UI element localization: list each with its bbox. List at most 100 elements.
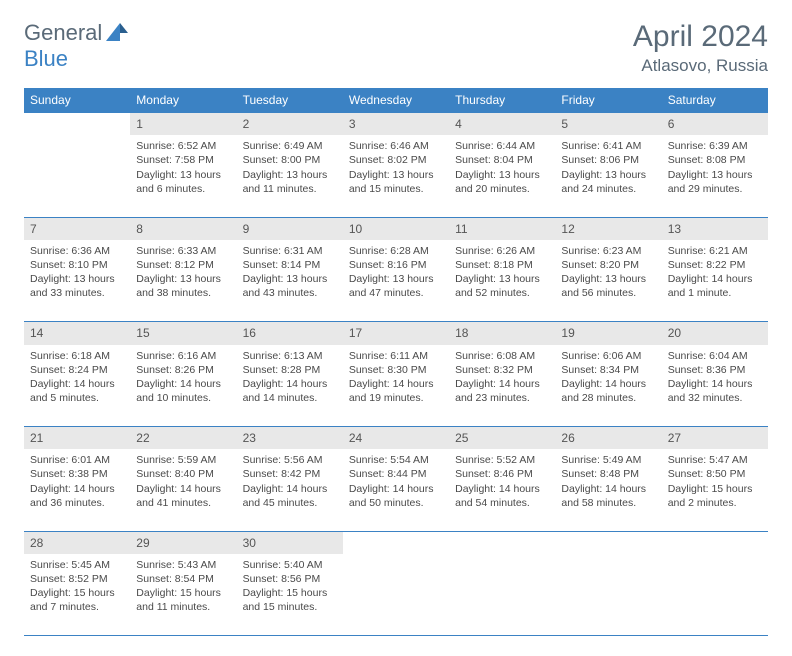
day-number: 6 xyxy=(662,113,768,136)
day-cell xyxy=(343,554,449,636)
day2-text: and 15 minutes. xyxy=(349,182,443,196)
sunset-text: Sunset: 8:04 PM xyxy=(455,153,549,167)
logo: General xyxy=(24,20,130,46)
day-number: 8 xyxy=(130,217,236,240)
day2-text: and 28 minutes. xyxy=(561,391,655,405)
day-number xyxy=(555,531,661,554)
sunset-text: Sunset: 8:38 PM xyxy=(30,467,124,481)
week-row: Sunrise: 6:36 AMSunset: 8:10 PMDaylight:… xyxy=(24,240,768,322)
sunrise-text: Sunrise: 5:56 AM xyxy=(243,453,337,467)
day2-text: and 15 minutes. xyxy=(243,600,337,614)
day-cell: Sunrise: 6:49 AMSunset: 8:00 PMDaylight:… xyxy=(237,135,343,217)
day-number: 22 xyxy=(130,427,236,450)
sunset-text: Sunset: 8:22 PM xyxy=(668,258,762,272)
day-number-row: 282930 xyxy=(24,531,768,554)
day-number: 11 xyxy=(449,217,555,240)
day2-text: and 50 minutes. xyxy=(349,496,443,510)
sunrise-text: Sunrise: 6:39 AM xyxy=(668,139,762,153)
day1-text: Daylight: 15 hours xyxy=(136,586,230,600)
day-cell: Sunrise: 5:40 AMSunset: 8:56 PMDaylight:… xyxy=(237,554,343,636)
sunset-text: Sunset: 8:40 PM xyxy=(136,467,230,481)
sunrise-text: Sunrise: 6:18 AM xyxy=(30,349,124,363)
day-cell: Sunrise: 6:13 AMSunset: 8:28 PMDaylight:… xyxy=(237,345,343,427)
day2-text: and 32 minutes. xyxy=(668,391,762,405)
day1-text: Daylight: 13 hours xyxy=(30,272,124,286)
day2-text: and 5 minutes. xyxy=(30,391,124,405)
day2-text: and 45 minutes. xyxy=(243,496,337,510)
day-cell: Sunrise: 6:16 AMSunset: 8:26 PMDaylight:… xyxy=(130,345,236,427)
week-row: Sunrise: 6:01 AMSunset: 8:38 PM Daylight:… xyxy=(24,449,768,531)
day-cell: Sunrise: 6:52 AMSunset: 7:58 PMDaylight:… xyxy=(130,135,236,217)
day-number: 28 xyxy=(24,531,130,554)
day-cell: Sunrise: 5:45 AMSunset: 8:52 PMDaylight:… xyxy=(24,554,130,636)
header: General April 2024 Atlasovo, Russia xyxy=(24,20,768,76)
logo-text-blue: Blue xyxy=(24,46,68,71)
day-cell: Sunrise: 6:11 AMSunset: 8:30 PMDaylight:… xyxy=(343,345,449,427)
calendar-table: Sunday Monday Tuesday Wednesday Thursday… xyxy=(24,88,768,636)
sunset-text: Sunset: 8:14 PM xyxy=(243,258,337,272)
day2-text: and 47 minutes. xyxy=(349,286,443,300)
sunset-text: Sunset: 8:26 PM xyxy=(136,363,230,377)
day-cell: Sunrise: 6:08 AMSunset: 8:32 PMDaylight:… xyxy=(449,345,555,427)
sunset-text: Sunset: 7:58 PM xyxy=(136,153,230,167)
day1-text: Daylight: 14 hours xyxy=(668,377,762,391)
day-cell: Sunrise: 5:54 AMSunset: 8:44 PMDaylight:… xyxy=(343,449,449,531)
day1-text: Daylight: 13 hours xyxy=(243,272,337,286)
day-cell: Sunrise: 6:33 AMSunset: 8:12 PMDaylight:… xyxy=(130,240,236,322)
sunset-text: Sunset: 8:12 PM xyxy=(136,258,230,272)
day-cell xyxy=(449,554,555,636)
day1-text: Daylight: 14 hours xyxy=(349,482,443,496)
day-number-row: 21222324252627 xyxy=(24,427,768,450)
day-cell: Sunrise: 6:26 AMSunset: 8:18 PMDaylight:… xyxy=(449,240,555,322)
day2-text: and 38 minutes. xyxy=(136,286,230,300)
day-cell: Sunrise: 6:04 AMSunset: 8:36 PMDaylight:… xyxy=(662,345,768,427)
sunset-text: Sunset: 8:30 PM xyxy=(349,363,443,377)
day-number xyxy=(343,531,449,554)
day-number: 5 xyxy=(555,113,661,136)
sunset-text: Sunset: 8:34 PM xyxy=(561,363,655,377)
day2-text: and 10 minutes. xyxy=(136,391,230,405)
day-cell: Sunrise: 6:39 AMSunset: 8:08 PMDaylight:… xyxy=(662,135,768,217)
sunrise-text: Sunrise: 6:46 AM xyxy=(349,139,443,153)
day-cell: Sunrise: 5:49 AMSunset: 8:48 PMDaylight:… xyxy=(555,449,661,531)
calendar-header-row: Sunday Monday Tuesday Wednesday Thursday… xyxy=(24,88,768,113)
day-number: 17 xyxy=(343,322,449,345)
day-number: 25 xyxy=(449,427,555,450)
day1-text: Daylight: 14 hours xyxy=(455,482,549,496)
sunrise-text: Sunrise: 6:49 AM xyxy=(243,139,337,153)
sunrise-text: Sunrise: 6:06 AM xyxy=(561,349,655,363)
day-cell: Sunrise: 6:41 AMSunset: 8:06 PMDaylight:… xyxy=(555,135,661,217)
day-cell: Sunrise: 6:18 AMSunset: 8:24 PMDaylight:… xyxy=(24,345,130,427)
day-number: 24 xyxy=(343,427,449,450)
day-number: 14 xyxy=(24,322,130,345)
sunrise-text: Sunrise: 5:52 AM xyxy=(455,453,549,467)
day-number: 3 xyxy=(343,113,449,136)
day1-text: Daylight: 13 hours xyxy=(455,168,549,182)
day-number: 19 xyxy=(555,322,661,345)
sunset-text: Sunset: 8:06 PM xyxy=(561,153,655,167)
day-cell: Sunrise: 6:36 AMSunset: 8:10 PMDaylight:… xyxy=(24,240,130,322)
day-number: 26 xyxy=(555,427,661,450)
day-number xyxy=(449,531,555,554)
location-label: Atlasovo, Russia xyxy=(633,56,768,76)
sunrise-text: Sunrise: 6:13 AM xyxy=(243,349,337,363)
day1-text: Daylight: 14 hours xyxy=(561,482,655,496)
sunset-text: Sunset: 8:02 PM xyxy=(349,153,443,167)
sunset-text: Sunset: 8:20 PM xyxy=(561,258,655,272)
sunrise-text: Sunrise: 5:40 AM xyxy=(243,558,337,572)
day-cell: Sunrise: 5:47 AMSunset: 8:50 PMDaylight:… xyxy=(662,449,768,531)
day2-text: and 33 minutes. xyxy=(30,286,124,300)
day-number: 12 xyxy=(555,217,661,240)
day1-text: Daylight: 14 hours xyxy=(243,482,337,496)
day1-text: Daylight: 14 hours xyxy=(668,272,762,286)
sunset-text: Sunset: 8:08 PM xyxy=(668,153,762,167)
day-number: 4 xyxy=(449,113,555,136)
day1-text: Daylight: 15 hours xyxy=(30,586,124,600)
day-cell: Sunrise: 6:01 AMSunset: 8:38 PMDaylight:… xyxy=(24,449,130,531)
day-header: Sunday xyxy=(24,88,130,113)
sunrise-text: Sunrise: 6:01 AM xyxy=(30,453,124,467)
day1-text: Daylight: 13 hours xyxy=(668,168,762,182)
day-number: 15 xyxy=(130,322,236,345)
sunrise-text: Sunrise: 6:11 AM xyxy=(349,349,443,363)
sunrise-text: Sunrise: 5:43 AM xyxy=(136,558,230,572)
